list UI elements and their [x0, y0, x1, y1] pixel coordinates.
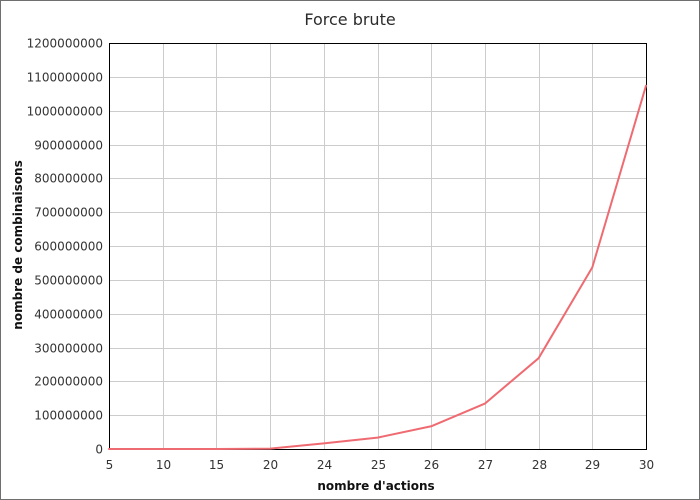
chart-title: Force brute — [304, 10, 395, 29]
y-tick-label: 200000000 — [34, 375, 103, 389]
axis-layer: 0 100000000 200000000 300000000 400000000 500… — [27, 37, 655, 473]
series-layer — [107, 83, 649, 452]
data-point — [590, 265, 595, 270]
y-tick-label: 1000000000 — [27, 105, 103, 119]
y-tick-label: 400000000 — [34, 308, 103, 322]
x-tick-label: 27 — [478, 458, 493, 472]
data-point — [644, 83, 649, 88]
y-tick-label: 700000000 — [34, 206, 103, 220]
x-tick-label: 29 — [585, 458, 600, 472]
data-point — [536, 356, 541, 361]
x-tick-label: 5 — [106, 458, 114, 472]
data-point — [107, 447, 112, 452]
y-axis-title: nombre de combinaisons — [11, 160, 25, 329]
x-tick-label: 26 — [424, 458, 439, 472]
x-tick-label: 30 — [639, 458, 654, 472]
y-tick-label: 300000000 — [34, 342, 103, 356]
grid-layer — [109, 43, 647, 450]
y-tick-label: 100000000 — [34, 409, 103, 423]
data-point — [160, 446, 165, 451]
x-tick-label: 15 — [209, 458, 224, 472]
series-line-1 — [108, 84, 647, 450]
y-tick-label: 600000000 — [34, 240, 103, 254]
data-point — [214, 446, 219, 451]
y-tick-label: 900000000 — [34, 139, 103, 153]
x-tick-label: 25 — [371, 458, 386, 472]
y-tick-label: 800000000 — [34, 172, 103, 186]
x-tick-label: 24 — [317, 458, 332, 472]
y-tick-label: 500000000 — [34, 274, 103, 288]
y-tick-label: 1200000000 — [27, 37, 103, 51]
x-tick-label: 10 — [156, 458, 171, 472]
data-point — [268, 446, 273, 451]
y-tick-label: 1100000000 — [27, 71, 103, 85]
data-point — [429, 424, 434, 429]
y-tick-label: 0 — [95, 443, 103, 457]
x-axis-title: nombre d'actions — [317, 479, 434, 493]
data-point — [482, 401, 487, 406]
data-point — [321, 441, 326, 446]
x-tick-label: 20 — [263, 458, 278, 472]
data-point — [375, 435, 380, 440]
plot-area-border — [109, 43, 647, 450]
x-tick-label: 28 — [532, 458, 547, 472]
